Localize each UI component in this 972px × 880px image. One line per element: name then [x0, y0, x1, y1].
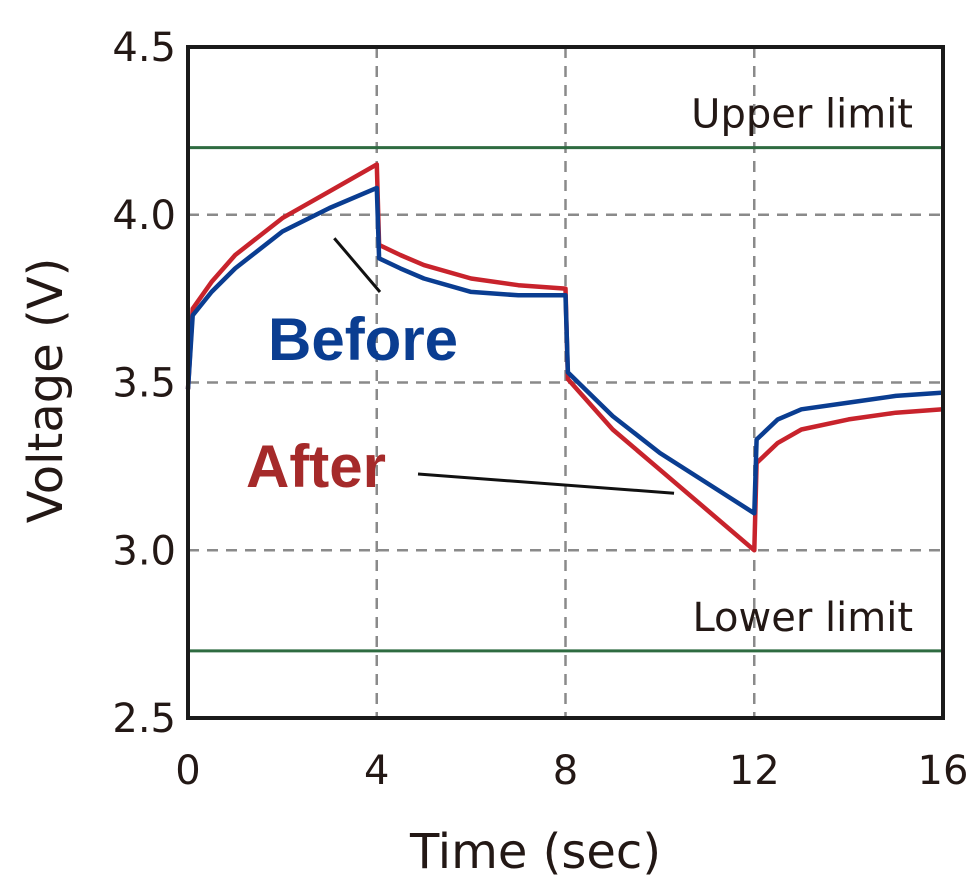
y-axis-title: Voltage (V)	[18, 258, 74, 524]
y-tick-label: 4.5	[112, 25, 176, 71]
x-tick-label: 12	[729, 748, 780, 794]
after-label: After	[246, 433, 386, 500]
series-line-after	[185, 162, 944, 553]
x-tick-label: 4	[364, 748, 389, 794]
y-tick-label: 2.5	[112, 696, 176, 742]
series-lines	[185, 162, 944, 553]
y-tick-label: 4.0	[112, 193, 176, 239]
x-tick-label: 8	[553, 748, 578, 794]
x-axis-title: Time (sec)	[409, 824, 661, 880]
lower-limit-label: Lower limit	[692, 595, 913, 641]
plot-frame	[186, 45, 945, 720]
upper-limit-label: Upper limit	[691, 92, 913, 138]
before-label: Before	[268, 306, 458, 373]
y-tick-label: 3.5	[112, 361, 176, 407]
annotations: Before After	[246, 237, 675, 500]
y-tick-label: 3.0	[112, 528, 176, 574]
series-line-before	[185, 185, 944, 516]
x-tick-label: 0	[175, 748, 200, 794]
x-tick-label: 16	[918, 748, 969, 794]
before-leader-line	[333, 237, 382, 293]
grid-lines	[188, 47, 943, 718]
after-leader-line	[417, 472, 675, 495]
tick-labels: 0 4 8 12 16 2.5 3.0 3.5 4.0 4.5	[112, 25, 968, 794]
reference-lines: Upper limit Lower limit	[188, 92, 943, 653]
